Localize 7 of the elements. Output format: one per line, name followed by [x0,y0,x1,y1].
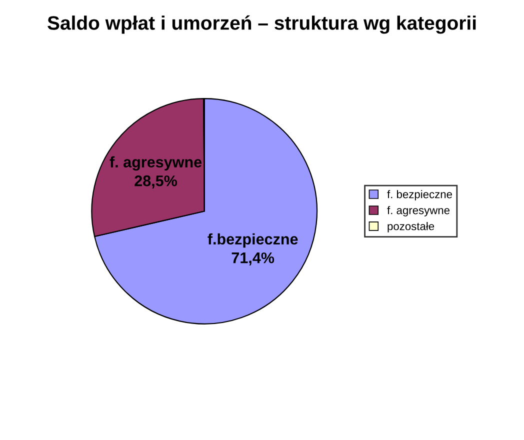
chart-title: Saldo wpłat i umorzeń – struktura wg kategorii [48,15,476,34]
legend-label: f. agresywne [387,206,450,216]
data-label: f. agresywne 28,5% [110,156,202,188]
legend-label: f. bezpieczne [387,190,452,200]
legend-label: pozostałe [388,222,434,232]
data-label: f.bezpieczne 71,4% [208,233,298,266]
pie-slice [94,98,318,324]
